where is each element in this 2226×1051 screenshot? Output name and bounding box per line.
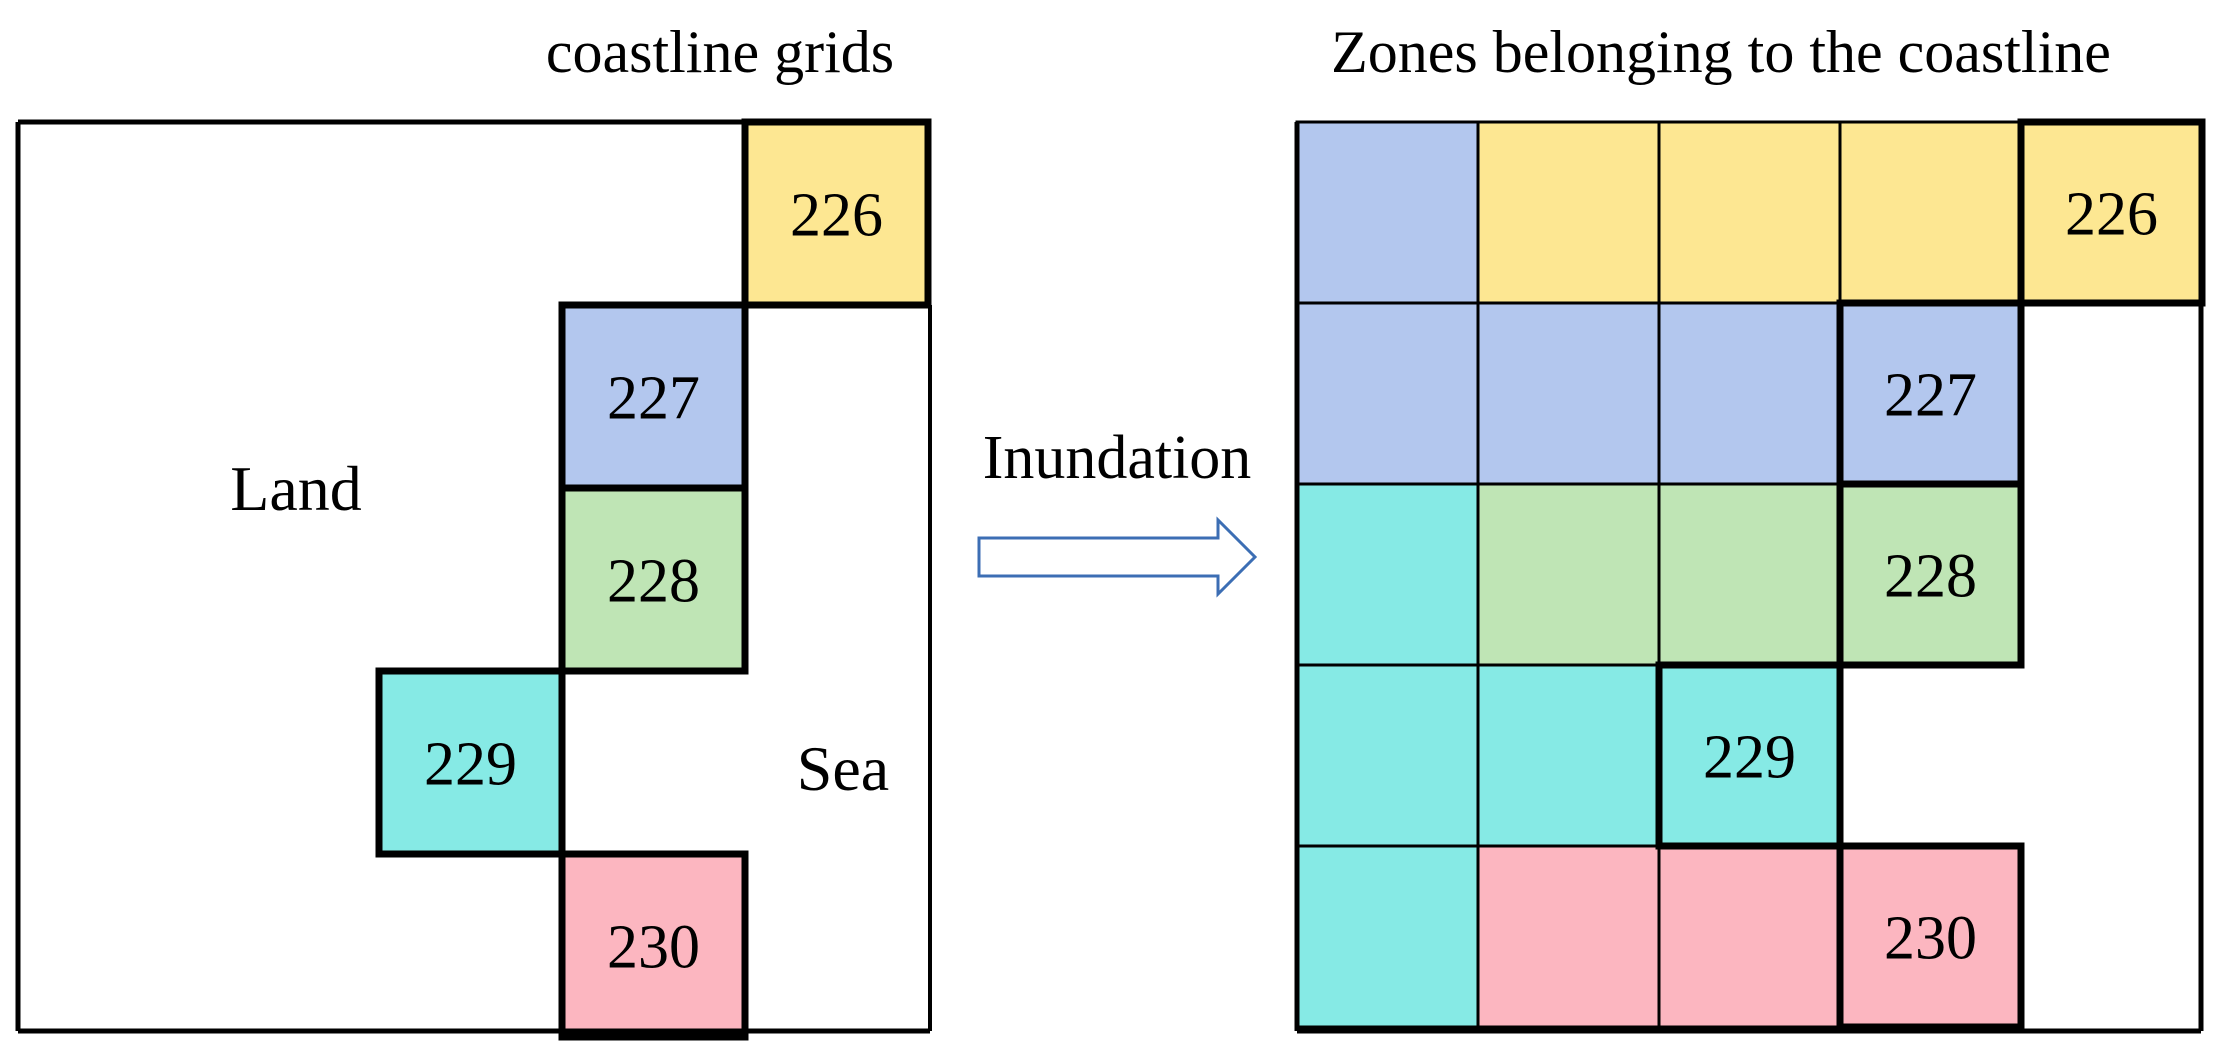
- sea-label: Sea: [797, 733, 889, 804]
- coastline-grid-cell-226: [741, 118, 932, 309]
- zone-cell: [1476, 844, 1661, 1029]
- coastline-grid-outline-228: [1836, 480, 2025, 669]
- zone-label-230: 230: [1884, 905, 1977, 973]
- zone-cell: [1476, 301, 1661, 486]
- zone-label-226: 226: [2065, 181, 2158, 249]
- inundation-label: Inundation: [983, 424, 1252, 492]
- coastline-grid-label-226: 226: [790, 182, 883, 250]
- right-panel-outline: [1294, 122, 2204, 1034]
- coastline-grid-label-228: 228: [607, 548, 700, 616]
- coastline-grid-cell-228: [558, 484, 749, 675]
- zone-label-229: 229: [1703, 724, 1796, 792]
- zone-label-227: 227: [1884, 362, 1977, 430]
- coastline-grid-cell-229: [375, 667, 566, 858]
- zone-cell: [1657, 663, 1842, 848]
- zone-grid: [1295, 120, 2204, 1029]
- zone-cell: [1295, 301, 1480, 486]
- right-panel: 226 227 228 229 230: [1294, 118, 2206, 1034]
- zone-cell: [1476, 120, 1661, 305]
- zone-cell: [1657, 482, 1842, 667]
- left-panel-outline: [15, 119, 932, 1034]
- coastline-grid-outline-226: [2017, 118, 2206, 307]
- coastline-grid-outline-230: [1836, 842, 2025, 1031]
- coastline-grid-label-229: 229: [424, 731, 517, 799]
- left-panel-title: coastline grids: [546, 19, 894, 85]
- zone-cell: [1295, 482, 1480, 667]
- zone-cell: [1838, 120, 2023, 305]
- zone-label-228: 228: [1884, 543, 1977, 611]
- coastline-grid-cell-230: [558, 850, 749, 1041]
- zone-cell: [1295, 120, 1480, 305]
- right-arrow-icon: [977, 516, 1258, 598]
- zone-cell: [1657, 301, 1842, 486]
- zone-cell: [1476, 663, 1661, 848]
- left-panel: 226 227 228 229 230 Land Sea: [15, 118, 932, 1041]
- zone-cell: [1476, 482, 1661, 667]
- coastline-grid-outline-229: [1655, 661, 1844, 850]
- coastline-grid-labels: 226 227 228 229 230: [1703, 181, 2158, 973]
- zone-cell: [1295, 663, 1480, 848]
- land-label: Land: [230, 453, 362, 524]
- coastline-grid-label-227: 227: [607, 365, 700, 433]
- right-panel-title: Zones belonging to the coastline: [1331, 19, 2111, 85]
- zone-cell: [1295, 844, 1480, 1029]
- zone-cell: [1657, 120, 1842, 305]
- zone-cell: [1657, 844, 1842, 1029]
- coastline-grid-outlines: [1655, 118, 2206, 1031]
- coastline-grid-label-230: 230: [607, 914, 700, 982]
- left-coastline-cells: 226 227 228 229 230: [375, 118, 932, 1041]
- inundation-arrow-group: Inundation: [977, 424, 1258, 598]
